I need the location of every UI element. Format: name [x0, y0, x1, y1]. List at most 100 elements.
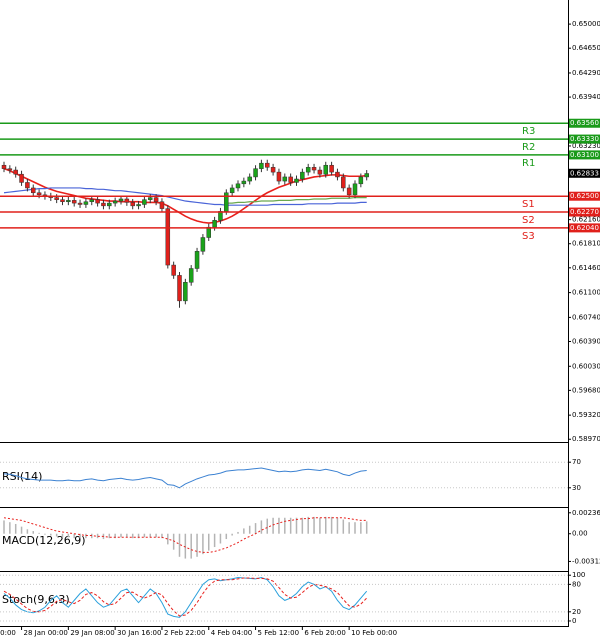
candle-body — [130, 202, 135, 207]
macd-bar — [342, 519, 345, 534]
macd-bar — [208, 533, 210, 551]
macd-bar — [50, 533, 52, 536]
price-box — [569, 118, 600, 128]
candle-body — [276, 171, 282, 182]
candle-body — [183, 282, 188, 302]
macd-bar — [225, 533, 228, 540]
candle-body — [31, 187, 36, 194]
macd-bar — [114, 533, 116, 539]
candle-body — [323, 164, 328, 175]
macd-bar — [149, 533, 151, 538]
candle-body — [229, 187, 235, 194]
macd-bar — [231, 533, 233, 536]
candle-body — [1, 164, 7, 169]
y-tick-label: 100 — [572, 571, 585, 579]
y-tick-label: -0.00312 — [572, 557, 600, 565]
candle-body — [200, 237, 206, 252]
x-tick-label: 10 Feb 00:00 — [351, 629, 397, 637]
candle-body — [101, 202, 106, 207]
macd-bar — [161, 533, 163, 539]
price-box — [569, 207, 600, 217]
macd-bar — [190, 533, 192, 559]
candle-body — [153, 197, 159, 202]
price-box-label: 0.63560 — [570, 119, 599, 127]
candle-body — [235, 183, 241, 189]
x-tick-label: 2 Feb 22:00 — [164, 629, 205, 637]
line — [3, 517, 367, 553]
macd-bar — [243, 528, 245, 534]
candle-body — [136, 204, 141, 207]
macd-bar — [348, 522, 350, 534]
level-name: S2 — [522, 215, 535, 226]
candle-body — [89, 199, 94, 202]
panel-title: Stoch(9,6,3) — [2, 593, 70, 606]
y-tick-label: 0.59680 — [572, 386, 600, 394]
plot-area — [1, 159, 369, 308]
macd-bar — [131, 533, 134, 539]
macd-bar — [360, 522, 362, 534]
macd-bar — [55, 533, 58, 537]
y-tick-label: 0.58970 — [572, 435, 600, 443]
last-price-box — [569, 168, 600, 178]
y-tick-label: 0.60740 — [572, 313, 600, 321]
x-tick-label: 29 Jan 08:00 — [70, 629, 114, 637]
macd-bar — [67, 533, 70, 538]
candle-body — [305, 167, 311, 173]
candle-body — [159, 201, 165, 209]
candle-body — [171, 264, 176, 276]
price-box-label: 0.62040 — [570, 224, 599, 232]
macd-bar — [120, 533, 122, 538]
candle-body — [83, 201, 89, 205]
macd-bar — [38, 532, 40, 534]
candle-body — [317, 169, 323, 175]
line — [3, 467, 367, 489]
macd-bar — [284, 517, 286, 534]
candle-body — [118, 198, 124, 202]
panel-title: RSI(14) — [2, 470, 42, 483]
macd-bar — [237, 531, 239, 534]
price-box-label: 0.63330 — [570, 135, 599, 143]
y-tick-label: 0.63940 — [572, 93, 600, 101]
y-tick-label: 0.64290 — [572, 69, 600, 77]
y-tick-label: 20 — [572, 608, 581, 616]
macd-bar — [254, 523, 257, 534]
macd-bar — [278, 517, 280, 534]
x-tick-label: 0:00 — [0, 629, 16, 637]
candle-body — [177, 275, 182, 302]
macd-bar — [248, 525, 251, 534]
macd-bar — [202, 533, 204, 555]
macd-bar — [325, 516, 327, 534]
macd-bar — [108, 533, 111, 539]
y-tick-label: 70 — [572, 458, 581, 466]
y-tick-label: 0.61810 — [572, 240, 600, 248]
x-tick-label: 4 Feb 04:00 — [211, 629, 252, 637]
y-tick-label: 80 — [572, 580, 581, 588]
macd-bar — [266, 518, 268, 534]
level-name: S3 — [522, 231, 535, 242]
macd-bar — [9, 522, 11, 534]
candle-body — [241, 180, 247, 185]
candle-body — [282, 176, 288, 182]
candle-body — [7, 168, 13, 171]
macd-bar — [336, 517, 339, 534]
macd-bar — [79, 533, 81, 539]
y-tick-label: 30 — [572, 484, 581, 492]
macd-bar — [143, 533, 146, 538]
candle-body — [194, 251, 200, 269]
level-name: S1 — [522, 199, 535, 210]
x-tick-label: 30 Jan 16:00 — [117, 629, 161, 637]
candle-body — [346, 187, 352, 196]
macd-bar — [61, 533, 64, 538]
candle-body — [25, 182, 30, 189]
price-box — [569, 191, 600, 201]
macd-bar — [32, 531, 34, 534]
macd-bar — [14, 523, 17, 534]
candle-body — [206, 226, 211, 238]
price-box — [569, 134, 600, 144]
candle-body — [13, 169, 18, 175]
candle-body — [311, 167, 317, 171]
macd-bar — [137, 533, 140, 539]
macd-bar — [330, 516, 333, 534]
candle-body — [112, 200, 118, 204]
